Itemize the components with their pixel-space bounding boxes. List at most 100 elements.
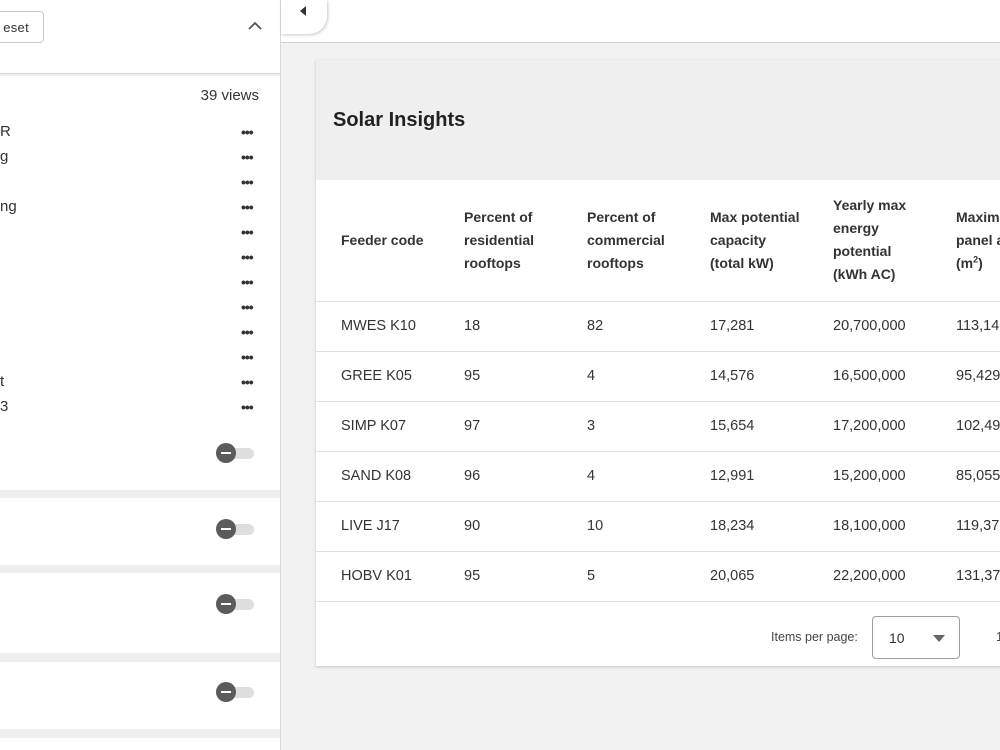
top-bar — [281, 0, 1000, 43]
chevron-up-icon[interactable] — [246, 18, 264, 32]
paginator: Items per page: 10 1 — [316, 610, 1000, 666]
table-row[interactable]: MWES K10 18 82 17,281 20,700,000 113,14 — [316, 301, 1000, 352]
caret-left-icon — [300, 6, 306, 16]
more-options-icon[interactable]: ••• — [241, 174, 254, 190]
column-header[interactable]: Feeder code — [316, 180, 439, 302]
cell-max-capacity: 17,281 — [685, 301, 808, 352]
more-options-icon[interactable]: ••• — [241, 199, 254, 215]
cell-feeder-code: MWES K10 — [316, 301, 439, 352]
more-options-icon[interactable]: ••• — [241, 399, 254, 415]
view-item-label: R — [0, 123, 11, 140]
cell-commercial-percent: 4 — [562, 351, 685, 402]
view-item[interactable]: ••• — [0, 246, 280, 268]
solar-insights-table: Feeder code Percent of residential rooft… — [316, 180, 1000, 602]
views-section: 39 views R ••• g ••• ••• ng ••• ••• — [0, 76, 280, 490]
cell-residential-percent: 96 — [439, 451, 562, 502]
column-header[interactable]: Max potential capacity (total kW) — [685, 180, 808, 302]
more-options-icon[interactable]: ••• — [241, 274, 254, 290]
column-header-label: Yearly max energy potential — [833, 197, 907, 260]
layer-toggle[interactable] — [216, 518, 256, 540]
views-count: 39 views — [200, 87, 259, 104]
view-item[interactable]: g ••• — [0, 146, 280, 168]
column-header[interactable]: Maxim panel a (m2) — [931, 180, 1000, 302]
table-row[interactable]: LIVE J17 90 10 18,234 18,100,000 119,37 — [316, 501, 1000, 552]
cell-max-capacity: 20,065 — [685, 551, 808, 602]
column-header-label: Percent of commercial rooftops — [587, 208, 665, 271]
cell-yearly-energy: 17,200,000 — [808, 401, 931, 452]
view-item[interactable]: t ••• — [0, 371, 280, 393]
column-header[interactable]: Percent of commercial rooftops — [562, 180, 685, 302]
table-row[interactable]: SIMP K07 97 3 15,654 17,200,000 102,49 — [316, 401, 1000, 452]
cell-panel-area: 113,14 — [931, 301, 1000, 352]
cell-max-capacity: 12,991 — [685, 451, 808, 502]
more-options-icon[interactable]: ••• — [241, 374, 254, 390]
cell-yearly-energy: 20,700,000 — [808, 301, 931, 352]
cell-panel-area: 131,37 — [931, 551, 1000, 602]
layer-toggle[interactable] — [216, 593, 256, 615]
view-item[interactable]: ••• — [0, 271, 280, 293]
cell-max-capacity: 15,654 — [685, 401, 808, 452]
view-item-label: 3 — [0, 398, 9, 415]
card-title: Solar Insights — [333, 109, 466, 131]
view-item[interactable]: ••• — [0, 221, 280, 243]
cell-residential-percent: 97 — [439, 401, 562, 452]
table-header-row: Feeder code Percent of residential rooft… — [316, 180, 1000, 302]
column-header-label: Percent of residential rooftops — [464, 208, 535, 271]
table-row[interactable]: GREE K05 95 4 14,576 16,500,000 95,429 — [316, 351, 1000, 402]
left-panel-header: eset — [0, 0, 280, 74]
reset-button-label: eset — [3, 19, 29, 35]
toggle-knob — [216, 443, 236, 463]
layer-section — [0, 573, 280, 653]
more-options-icon[interactable]: ••• — [241, 124, 254, 140]
cell-feeder-code: GREE K05 — [316, 351, 439, 402]
column-header-label: Max potential capacity — [710, 208, 800, 248]
cell-panel-area: 119,37 — [931, 501, 1000, 552]
more-options-icon[interactable]: ••• — [241, 299, 254, 315]
view-item[interactable]: 3 ••• — [0, 396, 280, 418]
cell-yearly-energy: 16,500,000 — [808, 351, 931, 402]
more-options-icon[interactable]: ••• — [241, 349, 254, 365]
layer-section — [0, 662, 280, 729]
column-header-unit: (kWh AC) — [833, 266, 896, 283]
items-per-page-value: 10 — [889, 630, 905, 646]
more-options-icon[interactable]: ••• — [241, 149, 254, 165]
cell-max-capacity: 18,234 — [685, 501, 808, 552]
unit-close: ) — [978, 254, 983, 271]
card-header: Solar Insights — [316, 60, 1000, 180]
view-item[interactable]: ••• — [0, 171, 280, 193]
items-per-page-select[interactable]: 10 — [872, 616, 960, 659]
cell-residential-percent: 90 — [439, 501, 562, 552]
more-options-icon[interactable]: ••• — [241, 249, 254, 265]
page-range-label: 1 — [996, 630, 1000, 644]
view-item[interactable]: ng ••• — [0, 196, 280, 218]
view-item-label: g — [0, 148, 9, 165]
column-header-label: Maxim panel a — [956, 208, 1000, 248]
view-item[interactable]: R ••• — [0, 121, 280, 143]
reset-button[interactable]: eset — [0, 11, 44, 43]
column-header[interactable]: Yearly max energy potential (kWh AC) — [808, 180, 931, 302]
cell-feeder-code: SIMP K07 — [316, 401, 439, 452]
toggle-knob — [216, 594, 236, 614]
more-options-icon[interactable]: ••• — [241, 224, 254, 240]
collapse-panel-button[interactable] — [281, 0, 327, 34]
cell-panel-area: 85,055 — [931, 451, 1000, 502]
cell-commercial-percent: 4 — [562, 451, 685, 502]
layer-section — [0, 498, 280, 565]
toggle-track — [222, 448, 254, 459]
items-per-page-label: Items per page: — [771, 630, 858, 644]
cell-feeder-code: LIVE J17 — [316, 501, 439, 552]
toggle-track — [222, 687, 254, 698]
cell-feeder-code: SAND K08 — [316, 451, 439, 502]
view-item[interactable]: ••• — [0, 296, 280, 318]
layer-toggle[interactable] — [216, 681, 256, 703]
table-row[interactable]: SAND K08 96 4 12,991 15,200,000 85,055 — [316, 451, 1000, 502]
view-item[interactable]: ••• — [0, 346, 280, 368]
column-header[interactable]: Percent of residential rooftops — [439, 180, 562, 302]
layer-toggle[interactable] — [216, 442, 256, 464]
more-options-icon[interactable]: ••• — [241, 324, 254, 340]
view-item[interactable]: ••• — [0, 321, 280, 343]
cell-commercial-percent: 10 — [562, 501, 685, 552]
column-header-unit: (m2) — [956, 252, 1000, 275]
table-row[interactable]: HOBV K01 95 5 20,065 22,200,000 131,37 — [316, 551, 1000, 602]
cell-panel-area: 102,49 — [931, 401, 1000, 452]
